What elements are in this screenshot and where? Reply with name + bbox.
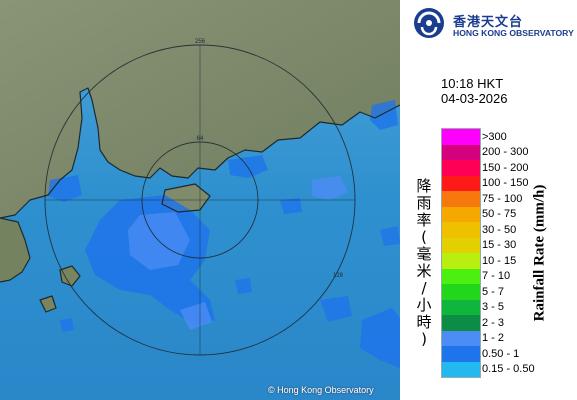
range-label-middle: 128	[333, 273, 344, 279]
scale-label: 5 - 7	[482, 285, 505, 298]
scale-label: 2 - 3	[482, 316, 505, 329]
scale-label: 7 - 10	[482, 270, 511, 283]
unit-label-en: Rainfall Rate (mm/h)	[531, 184, 548, 322]
legend-panel: 香港天文台 HONG KONG OBSERVATORY 10:18 HKT 04…	[400, 0, 577, 400]
range-label-outer: 256	[195, 39, 206, 45]
scale-swatch	[442, 253, 480, 269]
scale-label: >300	[482, 130, 507, 143]
logo-name-zh: 香港天文台	[453, 15, 524, 30]
scale-label: 10 - 15	[482, 254, 517, 267]
scale-swatch	[442, 175, 480, 191]
scale-swatch	[442, 237, 480, 253]
rain-echoes	[48, 100, 400, 368]
radar-map[interactable]: 64 128 256	[0, 0, 400, 400]
scale-label: 200 - 300	[482, 146, 529, 159]
scale-swatch	[442, 160, 480, 176]
range-ring-labels: 64 128 256	[195, 39, 344, 279]
color-scale	[441, 128, 481, 378]
scale-label: 75 - 100	[482, 192, 523, 205]
scale-label: 0.15 - 0.50	[482, 363, 535, 376]
scale-swatch	[442, 206, 480, 222]
observation-date: 04-03-2026	[441, 91, 508, 106]
range-rings	[44, 44, 356, 356]
scale-swatch	[442, 361, 480, 377]
scale-label: 50 - 75	[482, 208, 517, 221]
scale-label: 0.50 - 1	[482, 347, 520, 360]
scale-label: 15 - 30	[482, 239, 517, 252]
hko-logo-icon	[414, 8, 444, 38]
unit-label-zh: 降雨率(毫米 / 小時)	[416, 177, 432, 348]
scale-swatch	[442, 299, 480, 315]
copyright-notice: © Hong Kong Observatory	[268, 385, 374, 395]
observation-time: 10:18 HKT	[441, 76, 504, 91]
scale-label: 100 - 150	[482, 177, 529, 190]
scale-swatch	[442, 144, 480, 160]
range-label-inner: 64	[197, 136, 204, 142]
scale-label: 150 - 200	[482, 161, 529, 174]
scale-swatch	[442, 129, 480, 145]
scale-swatch	[442, 268, 480, 284]
scale-label: 1 - 2	[482, 332, 505, 345]
scale-swatch	[442, 222, 480, 238]
scale-swatch	[442, 315, 480, 331]
scale-swatch	[442, 284, 480, 300]
scale-swatch	[442, 191, 480, 207]
scale-swatch	[442, 330, 480, 346]
hko-logo[interactable]: 香港天文台 HONG KONG OBSERVATORY	[413, 7, 577, 43]
logo-name-en: HONG KONG OBSERVATORY	[453, 28, 574, 38]
scale-label: 3 - 5	[482, 301, 505, 314]
scale-label: 30 - 50	[482, 223, 517, 236]
scale-swatch	[442, 346, 480, 362]
island-west-1	[60, 266, 80, 286]
